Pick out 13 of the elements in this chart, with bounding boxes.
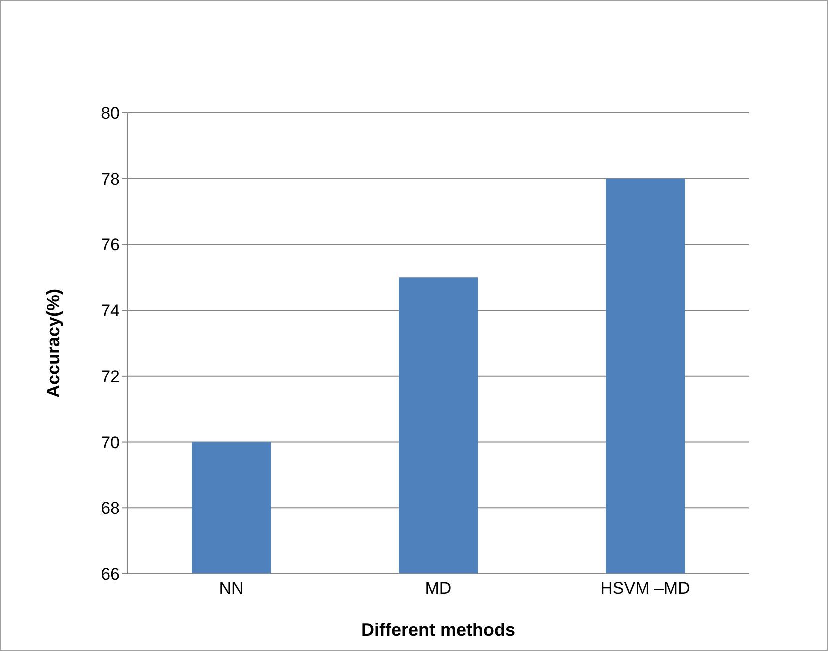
y-tick-label: 70 <box>101 433 120 452</box>
x-tick-label: NN <box>219 579 244 598</box>
y-tick-label: 66 <box>101 565 120 584</box>
y-tick-label: 72 <box>101 367 120 386</box>
y-tick-label: 78 <box>101 170 120 189</box>
y-tick-label: 76 <box>101 236 120 255</box>
y-tick-label: 74 <box>101 302 120 321</box>
x-tick-label: MD <box>425 579 452 598</box>
y-axis-title: Accuracy(%) <box>43 288 64 398</box>
y-tick-label: 68 <box>101 499 120 518</box>
y-tick-label: 80 <box>101 104 120 124</box>
x-tick-label: HSVM –MD <box>600 579 690 598</box>
x-axis-title: Different methods <box>361 620 516 640</box>
